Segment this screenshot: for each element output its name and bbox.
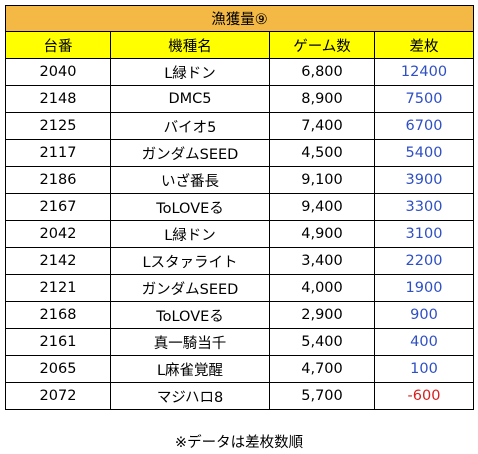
table-row: 2072 マジハロ8 5,700 -600 — [5, 382, 474, 410]
cell-games: 4,000 — [269, 274, 375, 302]
cell-diff: 900 — [374, 301, 474, 329]
cell-machine-name: L緑ドン — [110, 220, 270, 248]
cell-machine-name: いざ番長 — [110, 166, 270, 194]
table-row: 2168 ToLOVEる 2,900 900 — [5, 301, 474, 329]
cell-machine-no: 2142 — [5, 247, 111, 275]
table-row: 2161 真一騎当千 5,400 400 — [5, 328, 474, 356]
cell-machine-no: 2186 — [5, 166, 111, 194]
header-machine-name: 機種名 — [110, 31, 270, 59]
cell-games: 4,700 — [269, 355, 375, 383]
cell-diff: 3300 — [374, 193, 474, 221]
table-row: 2121 ガンダムSEED 4,000 1900 — [5, 274, 474, 302]
cell-games: 4,900 — [269, 220, 375, 248]
cell-machine-no: 2161 — [5, 328, 111, 356]
table-row: 2040 L緑ドン 6,800 12400 — [5, 58, 474, 86]
cell-games: 3,400 — [269, 247, 375, 275]
table-row: 2148 DMC5 8,900 7500 — [5, 85, 474, 113]
cell-diff: 3100 — [374, 220, 474, 248]
cell-machine-name: ガンダムSEED — [110, 139, 270, 167]
cell-machine-name: L麻雀覚醒 — [110, 355, 270, 383]
cell-games: 9,100 — [269, 166, 375, 194]
table-title: 漁獲量⑨ — [5, 5, 474, 32]
title-row: 漁獲量⑨ — [5, 5, 474, 32]
header-machine-no: 台番 — [5, 31, 111, 59]
cell-machine-no: 2040 — [5, 58, 111, 86]
cell-diff: 12400 — [374, 58, 474, 86]
footnote: ※データは差枚数順 — [174, 435, 304, 451]
cell-machine-name: ToLOVEる — [110, 301, 270, 329]
cell-machine-no: 2125 — [5, 112, 111, 140]
cell-games: 2,900 — [269, 301, 375, 329]
cell-machine-no: 2167 — [5, 193, 111, 221]
cell-machine-name: マジハロ8 — [110, 382, 270, 410]
cell-machine-no: 2042 — [5, 220, 111, 248]
table-row: 2142 Lスタァライト 3,400 2200 — [5, 247, 474, 275]
results-table: 漁獲量⑨ 台番 機種名 ゲーム数 差枚 2040 L緑ドン 6,800 12400 21… — [5, 5, 474, 410]
header-games: ゲーム数 — [269, 31, 375, 59]
cell-machine-no: 2065 — [5, 355, 111, 383]
cell-games: 5,400 — [269, 328, 375, 356]
header-diff: 差枚 — [374, 31, 474, 59]
header-row: 台番 機種名 ゲーム数 差枚 — [5, 31, 474, 59]
cell-games: 6,800 — [269, 58, 375, 86]
table-row: 2042 L緑ドン 4,900 3100 — [5, 220, 474, 248]
cell-machine-name: L緑ドン — [110, 58, 270, 86]
cell-machine-no: 2168 — [5, 301, 111, 329]
cell-diff: -600 — [374, 382, 474, 410]
cell-diff: 7500 — [374, 85, 474, 113]
results-table-container: 漁獲量⑨ 台番 機種名 ゲーム数 差枚 2040 L緑ドン 6,800 12400 21… — [5, 5, 474, 410]
cell-machine-name: DMC5 — [110, 85, 270, 113]
cell-machine-no: 2072 — [5, 382, 111, 410]
cell-games: 9,400 — [269, 193, 375, 221]
cell-diff: 5400 — [374, 139, 474, 167]
cell-machine-name: バイオ5 — [110, 112, 270, 140]
table-row: 2167 ToLOVEる 9,400 3300 — [5, 193, 474, 221]
cell-games: 4,500 — [269, 139, 375, 167]
cell-games: 8,900 — [269, 85, 375, 113]
cell-games: 5,700 — [269, 382, 375, 410]
cell-machine-name: Lスタァライト — [110, 247, 270, 275]
cell-machine-no: 2117 — [5, 139, 111, 167]
cell-machine-no: 2121 — [5, 274, 111, 302]
cell-diff: 6700 — [374, 112, 474, 140]
cell-diff: 2200 — [374, 247, 474, 275]
table-row: 2065 L麻雀覚醒 4,700 100 — [5, 355, 474, 383]
table-row: 2117 ガンダムSEED 4,500 5400 — [5, 139, 474, 167]
cell-machine-name: ガンダムSEED — [110, 274, 270, 302]
cell-machine-name: 真一騎当千 — [110, 328, 270, 356]
cell-diff: 1900 — [374, 274, 474, 302]
cell-games: 7,400 — [269, 112, 375, 140]
cell-diff: 400 — [374, 328, 474, 356]
table-row: 2125 バイオ5 7,400 6700 — [5, 112, 474, 140]
cell-diff: 100 — [374, 355, 474, 383]
cell-machine-no: 2148 — [5, 85, 111, 113]
table-row: 2186 いざ番長 9,100 3900 — [5, 166, 474, 194]
cell-diff: 3900 — [374, 166, 474, 194]
cell-machine-name: ToLOVEる — [110, 193, 270, 221]
